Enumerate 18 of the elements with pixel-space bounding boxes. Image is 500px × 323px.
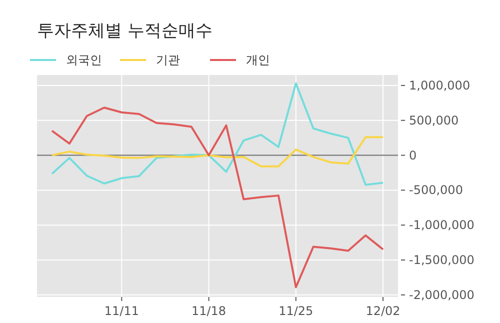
chart-title: 투자주체별 누적순매수 — [37, 21, 212, 41]
legend-label: 기관 — [156, 53, 180, 67]
y-tick-label: -1,500,000 — [409, 253, 474, 267]
line-series — [50, 136, 384, 168]
line-series — [50, 106, 384, 288]
x-tick-label: 12/02 — [366, 304, 400, 318]
line-series — [50, 82, 384, 186]
x-tick-label: 11/18 — [191, 304, 226, 318]
y-tick-label: 500,000 — [409, 113, 459, 128]
x-tick-label: 11/11 — [104, 304, 139, 318]
y-tick-label: 1,000,000 — [409, 78, 470, 92]
x-tick-label: 11/25 — [278, 304, 314, 318]
y-tick-label: -1,000,000 — [409, 218, 474, 232]
y-tick-label: -2,000,000 — [409, 288, 474, 302]
y-tick-label: -500,000 — [409, 183, 463, 198]
legend-label: 외국인 — [66, 53, 102, 67]
legend-label: 개인 — [246, 53, 270, 67]
y-tick-label: 0 — [409, 148, 417, 162]
